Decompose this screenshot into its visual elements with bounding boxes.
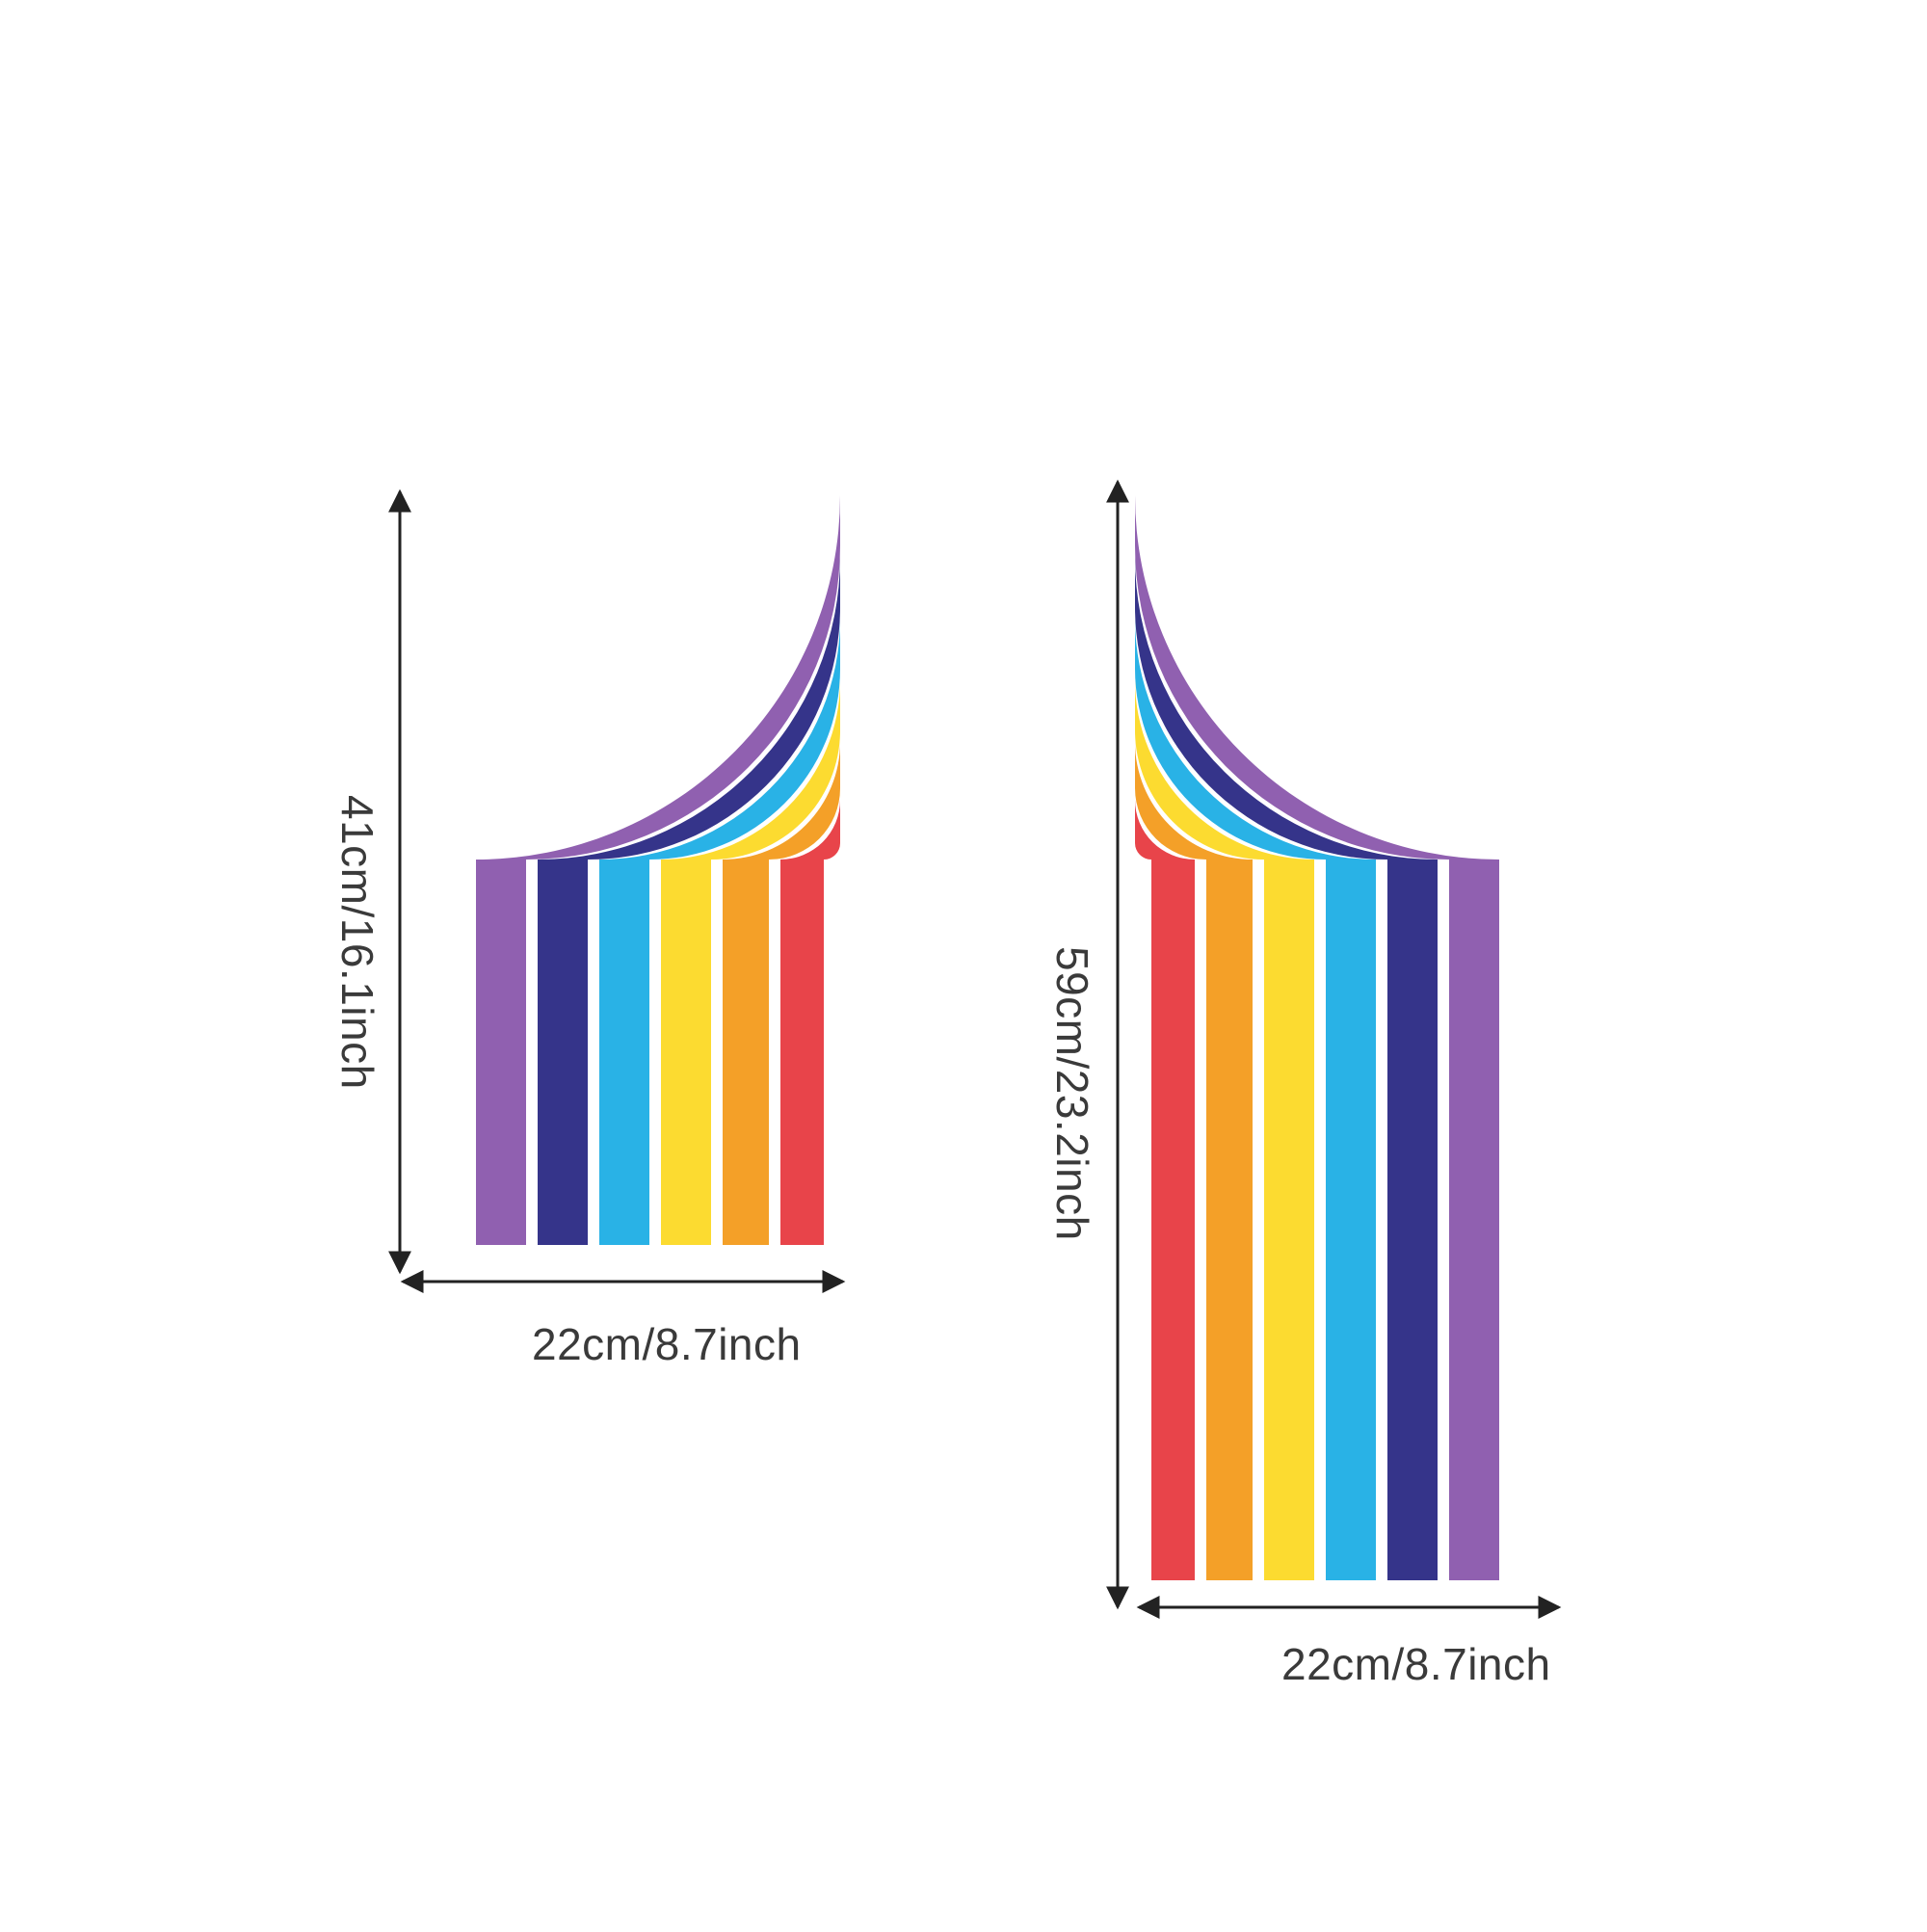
right-rainbow-sticker: [1135, 495, 1499, 1580]
left-rainbow-violet-band: [476, 495, 840, 1245]
right-rainbow-yellow-band: [1135, 680, 1314, 1580]
right-rainbow-indigo-band: [1135, 557, 1438, 1580]
left-rainbow-orange-band: [723, 742, 840, 1245]
right-width-label: 22cm/8.7inch: [1281, 1639, 1551, 1689]
left-rainbow-sticker: [476, 495, 840, 1245]
left-width-label: 22cm/8.7inch: [532, 1319, 802, 1369]
left-rainbow-blue-band: [599, 619, 840, 1245]
left-rainbow-red-band: [780, 800, 840, 1245]
right-rainbow-orange-band: [1135, 742, 1253, 1580]
right-height-label: 59cm/23.2inch: [1047, 946, 1097, 1241]
right-rainbow-blue-band: [1135, 619, 1376, 1580]
left-rainbow-indigo-band: [538, 557, 840, 1245]
right-rainbow-red-band: [1135, 800, 1195, 1580]
left-height-label: 41cm/16.1inch: [332, 795, 383, 1090]
left-rainbow-yellow-band: [661, 680, 840, 1245]
right-rainbow-violet-band: [1135, 495, 1499, 1580]
